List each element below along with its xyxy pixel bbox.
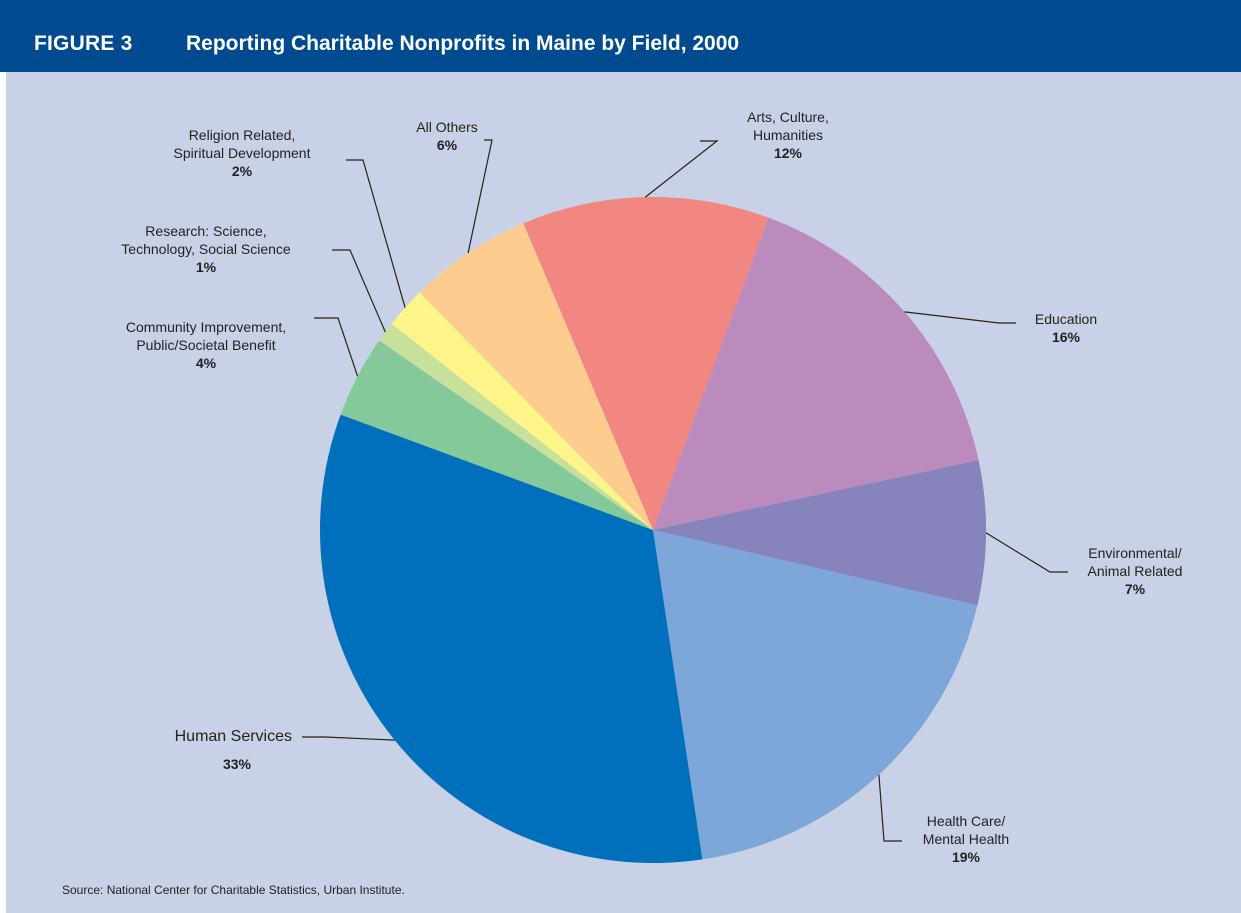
slice-label: Spiritual Development [174,145,311,161]
slice-value-label: 4% [196,355,217,371]
slice-label: Community Improvement, [126,319,286,335]
slice-label: Health Care/ [927,813,1006,829]
slice-label: Technology, Social Science [121,241,291,257]
leader-line-arts-culture-humanities [644,140,719,198]
figure-header: FIGURE 3 Reporting Charitable Nonprofits… [0,0,1241,72]
slice-label: All Others [416,119,477,135]
slice-value-label: 33% [223,756,252,772]
slice-value-label: 19% [952,849,981,865]
leader-line-health-care-mental-health [878,774,902,842]
pie-slice-arts-culture-humanities [523,197,769,530]
slice-value-label: 12% [774,145,803,161]
slice-label: Environmental/ [1088,545,1181,561]
leader-line-all-others [467,139,493,254]
leader-line-religion-related-spiritual-development [346,159,406,308]
pie-slice-human-services [320,414,703,864]
pie-slice-health-care-mental-health [653,530,978,860]
pie-slice-environmental-animal-related [653,460,987,606]
slice-label: Humanities [753,127,823,143]
slice-label: Religion Related, [189,127,296,143]
slice-value-label: 7% [1125,581,1146,597]
leader-lines [302,139,1068,842]
slice-value-label: 16% [1052,329,1081,345]
pie-slice-all-others [419,223,653,531]
leader-line-environmental-animal-related [985,532,1068,573]
pie-slice-research-science-technology-social-science [379,323,653,530]
slice-labels: Arts, Culture, Humanities 12% Education 16% E… [121,109,1182,865]
leader-line-research-science-technology-social-science [332,249,386,333]
slice-label: Public/Societal Benefit [136,337,275,353]
slice-label: Animal Related [1088,563,1183,579]
slice-value-label: 1% [196,259,217,275]
slice-label: Arts, Culture, [747,109,829,125]
pie-slice-religion-related-spiritual-development [391,292,653,530]
slice-value-label: 2% [232,163,253,179]
figure-title: Reporting Charitable Nonprofits in Maine… [186,32,740,55]
pie-slices [320,197,987,864]
leader-line-community-improvement-public-societal-benefit [314,317,359,377]
slice-label: Education [1035,311,1097,327]
slice-label: Mental Health [923,831,1009,847]
pie-slice-community-improvement-public-societal-benefit [340,340,653,530]
slice-label: Human Services [175,728,292,745]
leader-line-human-services [302,736,395,741]
figure-number: FIGURE 3 [34,32,133,55]
leader-line-education [904,311,1016,324]
slice-value-label: 6% [437,137,458,153]
pie-slice-education [653,217,979,530]
slice-label: Research: Science, [145,223,266,239]
source-note: Source: National Center for Charitable S… [62,883,405,897]
